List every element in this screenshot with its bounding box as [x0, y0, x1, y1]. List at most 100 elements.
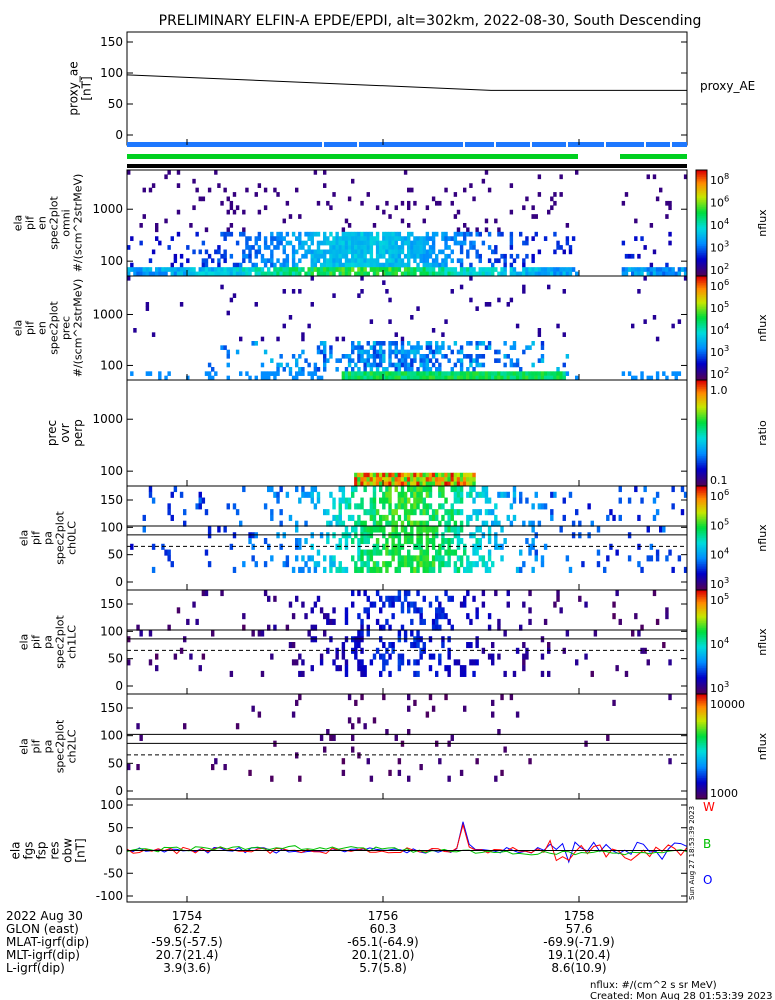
heatmap-cell: [285, 624, 290, 631]
colorbar-cell: [696, 550, 707, 553]
heatmap-cell: [282, 258, 286, 264]
heatmap-cell: [354, 271, 358, 277]
heatmap-cell: [276, 240, 280, 246]
heatmap-cell: [472, 477, 476, 482]
heatmap-cell: [226, 354, 230, 359]
colorbar-cell: [696, 205, 707, 208]
heatmap-cell: [354, 236, 358, 241]
heatmap-cell: [509, 375, 514, 381]
heatmap-cell: [441, 271, 445, 277]
heatmap-cell: [291, 249, 296, 255]
heatmap-cell: [540, 345, 545, 350]
heatmap-cell: [441, 345, 445, 350]
legend-b: B: [703, 837, 711, 851]
heatmap-cell: [298, 354, 302, 359]
heatmap-cell: [447, 514, 451, 521]
heatmap-cell: [441, 613, 445, 620]
axis-ylabel: fgs: [21, 841, 35, 859]
heatmap-cell: [211, 367, 215, 372]
colorbar-cell: [696, 296, 707, 300]
heatmap-cell: [522, 601, 526, 608]
heatmap-cell: [354, 258, 358, 264]
heatmap-cell: [279, 354, 283, 359]
heatmap-cell: [341, 271, 346, 277]
heatmap-cell: [332, 607, 336, 614]
heatmap-cell: [382, 481, 386, 487]
status-bar-green: [127, 154, 578, 159]
heatmap-cell: [453, 659, 458, 666]
heatmap-cell: [338, 520, 342, 527]
heatmap-cell: [562, 271, 566, 277]
heatmap-cell: [375, 245, 380, 250]
heatmap-cell: [428, 253, 433, 259]
heatmap-cell: [497, 231, 501, 237]
heatmap-cell: [683, 566, 688, 573]
heatmap-cell: [410, 642, 414, 649]
heatmap-cell: [459, 520, 464, 527]
heatmap-cell: [360, 245, 364, 250]
heatmap-cell: [407, 497, 411, 504]
heatmap-cell: [148, 630, 153, 637]
heatmap-cell: [531, 503, 535, 510]
heatmap-cell: [338, 271, 342, 277]
heatmap-cell: [428, 249, 433, 255]
heatmap-cell: [431, 240, 436, 246]
heatmap-cell: [148, 267, 153, 272]
colorbar-cell: [696, 254, 707, 258]
heatmap-cell: [438, 491, 442, 498]
colorbar-cell: [696, 751, 707, 754]
heatmap-cell: [326, 613, 330, 620]
heatmap-cell: [407, 236, 411, 241]
colorbar-cell: [696, 767, 707, 770]
heatmap-cell: [192, 267, 196, 272]
heatmap-cell: [263, 375, 268, 381]
heatmap-cell: [329, 349, 333, 355]
heatmap-cell: [556, 271, 560, 277]
heatmap-cell: [388, 653, 392, 660]
heatmap-cell: [229, 231, 234, 237]
heatmap-cell: [463, 371, 467, 376]
colorbar-cell: [696, 517, 707, 520]
heatmap-cell: [397, 367, 402, 372]
axis-ylabel: ela: [18, 634, 31, 651]
ytick-label: -100: [96, 889, 123, 903]
heatmap-cell: [329, 240, 333, 246]
colorbar-tick-label: 106: [710, 487, 729, 503]
heatmap-cell: [388, 345, 392, 350]
heatmap-cell: [627, 267, 632, 272]
colorbar-cell: [696, 288, 707, 291]
heatmap-cell: [276, 362, 280, 368]
heatmap-cell: [341, 262, 346, 268]
colorbar-cell: [696, 669, 707, 672]
heatmap-cell: [472, 509, 476, 516]
colorbar-cell: [696, 489, 707, 492]
heatmap-cell: [397, 349, 402, 355]
heatmap-cell: [170, 561, 174, 568]
heatmap-cell: [416, 306, 420, 311]
plot-title: PRELIMINARY ELFIN-A EPDE/EPDI, alt=302km…: [159, 13, 702, 29]
heatmap-cell: [354, 566, 358, 573]
heatmap-cell: [360, 624, 364, 631]
heatmap-cell: [537, 174, 542, 180]
heatmap-cell: [438, 486, 442, 493]
heatmap-cell: [553, 249, 557, 255]
heatmap-cell: [459, 472, 464, 478]
colorbar-cell: [696, 704, 707, 707]
colorbar-cell: [696, 221, 707, 224]
heatmap-cell: [257, 236, 262, 241]
heatmap-cell: [363, 375, 367, 381]
heatmap-cell: [375, 477, 380, 482]
panel-frame: [126, 798, 688, 903]
heatmap-cell: [369, 245, 374, 250]
heatmap-cell: [466, 354, 470, 359]
heatmap-cell: [640, 624, 644, 631]
heatmap-cell: [403, 481, 408, 487]
heatmap-cell: [270, 236, 274, 241]
colorbar-cell: [696, 399, 707, 402]
heatmap-cell: [357, 642, 361, 649]
heatmap-cell: [291, 253, 296, 259]
heatmap-cell: [351, 258, 355, 264]
colorbar-cell: [696, 231, 707, 235]
heatmap-cell: [469, 371, 473, 376]
heatmap-cell: [326, 358, 330, 363]
